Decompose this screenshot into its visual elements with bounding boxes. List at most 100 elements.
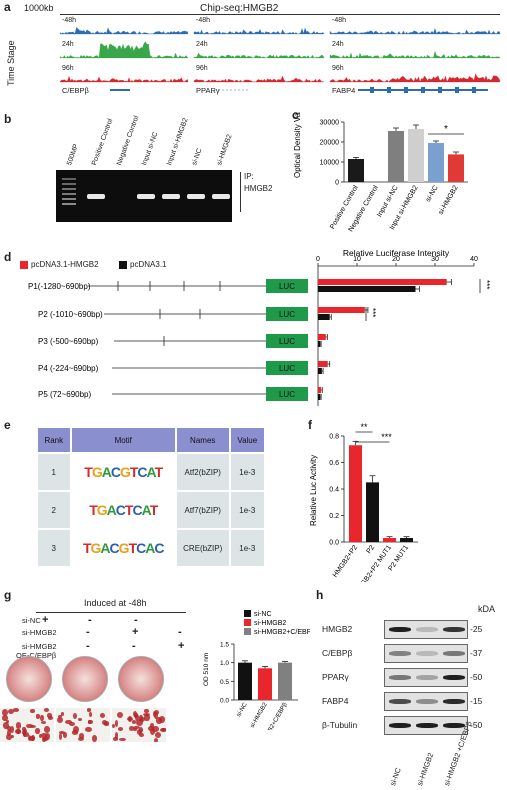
lipid-droplet bbox=[9, 726, 14, 733]
lipid-droplet bbox=[60, 712, 65, 717]
lipid-droplet bbox=[30, 709, 35, 713]
bar bbox=[318, 368, 322, 374]
luc-box bbox=[266, 387, 308, 401]
ladder-band bbox=[62, 178, 76, 180]
gene-exon bbox=[472, 87, 476, 93]
y-tick-label: 0.0 bbox=[329, 540, 339, 547]
x-tick-label: P2 bbox=[365, 544, 376, 555]
lipid-droplet bbox=[72, 712, 77, 719]
lipid-droplet bbox=[88, 712, 92, 718]
protein-label: C/EBPβ bbox=[322, 648, 353, 658]
promoter-label: P3 (-500~690bp) bbox=[38, 337, 99, 346]
lipid-droplet bbox=[139, 716, 146, 722]
lipid-droplet bbox=[26, 723, 33, 728]
chipseq-signal bbox=[193, 75, 325, 83]
panel-c-label: c bbox=[292, 108, 299, 122]
motif-rank: 1 bbox=[38, 452, 72, 491]
gene-exon bbox=[404, 87, 408, 93]
gel-lane-label: si-NC bbox=[191, 147, 204, 167]
bar bbox=[408, 129, 424, 182]
legend-d: pcDNA3.1-HMGB2 pcDNA3.1 bbox=[20, 260, 167, 269]
significance-mark: *** bbox=[368, 308, 377, 317]
lipid-droplet bbox=[114, 732, 118, 739]
legend-pcdna: pcDNA3.1 bbox=[130, 260, 167, 269]
y-tick-label: 0.2 bbox=[329, 513, 339, 520]
lipid-droplet bbox=[5, 734, 13, 741]
lipid-droplet bbox=[148, 726, 155, 731]
x-tick-label: si-NC bbox=[236, 701, 249, 718]
legend-swatch-hmgb2 bbox=[20, 260, 28, 269]
lipid-droplet bbox=[40, 715, 44, 722]
lipid-droplet bbox=[126, 717, 133, 722]
condition-mark: - bbox=[86, 626, 90, 638]
track-time-label: 24h bbox=[62, 41, 74, 48]
lipid-droplet bbox=[59, 733, 63, 741]
bar bbox=[318, 341, 321, 347]
lipid-droplet bbox=[103, 720, 110, 725]
panel-a-label: a bbox=[4, 0, 11, 14]
lipid-droplet bbox=[44, 733, 51, 740]
lipid-droplet bbox=[117, 727, 124, 732]
condition-mark: + bbox=[42, 614, 49, 626]
significance-mark: * bbox=[444, 124, 448, 135]
gene-label: C/EBPβ bbox=[62, 86, 90, 95]
condition-mark: - bbox=[134, 614, 138, 626]
x-tick-label: 30 bbox=[431, 256, 439, 263]
blot-band bbox=[416, 675, 438, 680]
chipseq-title: Chip-seq:HMGB2 bbox=[200, 3, 279, 14]
ip-bracket bbox=[240, 172, 241, 212]
bar bbox=[349, 445, 362, 542]
condition-name: si-HMGB2 bbox=[22, 642, 57, 651]
lipid-droplet bbox=[10, 734, 15, 738]
lipid-droplet bbox=[43, 726, 50, 733]
panel-g-label: g bbox=[4, 588, 12, 602]
kda-unit: kDA bbox=[478, 604, 496, 614]
lipid-droplet bbox=[5, 719, 10, 723]
lipid-droplet bbox=[22, 732, 29, 737]
gel-lane-label: si-HMGB2 bbox=[216, 133, 234, 167]
lipid-droplet bbox=[112, 737, 118, 741]
lipid-droplet bbox=[22, 729, 27, 734]
y-axis-label: Optical Density Value bbox=[293, 112, 302, 178]
motif-rank: 2 bbox=[38, 490, 72, 529]
panel-d-label: d bbox=[4, 250, 12, 264]
y-tick-label: 10000 bbox=[320, 160, 340, 167]
condition-name: si-HMGB2 bbox=[22, 628, 57, 637]
legend-label: si-NC bbox=[254, 611, 272, 618]
bar bbox=[366, 482, 379, 542]
col-names: Names bbox=[175, 428, 231, 453]
motif-logo: TGACTCAT bbox=[70, 490, 177, 529]
scale-label: 1000kb bbox=[24, 3, 54, 13]
motif-value: 1e-3 bbox=[229, 490, 267, 529]
lipid-droplet bbox=[114, 720, 119, 728]
lipid-droplet bbox=[161, 727, 166, 732]
induced-title: Induced at -48h bbox=[84, 598, 147, 608]
promoter-label: P5 (72~690bp) bbox=[38, 390, 91, 399]
promoter-label: P1(-1280~690bp) bbox=[28, 282, 91, 291]
track-time-label: -48h bbox=[332, 17, 346, 24]
condition-mark: + bbox=[178, 640, 185, 652]
y-tick-label: 0.6 bbox=[329, 460, 339, 467]
kda-marker: -50 bbox=[470, 720, 483, 730]
lipid-droplet bbox=[153, 711, 158, 719]
lipid-droplet bbox=[92, 735, 97, 742]
luc-label: LUC bbox=[279, 364, 295, 373]
stain-well bbox=[118, 656, 164, 702]
kda-marker: -25 bbox=[470, 624, 483, 634]
legend-swatch bbox=[244, 628, 251, 635]
gene-label: FABP4 bbox=[332, 86, 355, 95]
track-time-label: 24h bbox=[332, 41, 344, 48]
lipid-droplet bbox=[138, 726, 144, 733]
kda-marker: -50 bbox=[470, 672, 483, 682]
lipid-droplet bbox=[155, 717, 163, 725]
blot-band bbox=[443, 699, 465, 704]
motif-row: 3 TGACGTCAC CRE(bZIP) 1e-3 bbox=[38, 528, 267, 566]
legend-label: si-HMGB2 bbox=[254, 620, 286, 627]
y-tick-label: 0.0 bbox=[220, 698, 229, 705]
blot-band bbox=[416, 699, 438, 704]
kda-marker: -15 bbox=[470, 696, 483, 706]
lipid-droplet bbox=[133, 710, 138, 717]
lipid-droplet bbox=[35, 728, 40, 734]
lipid-droplet bbox=[87, 720, 92, 724]
